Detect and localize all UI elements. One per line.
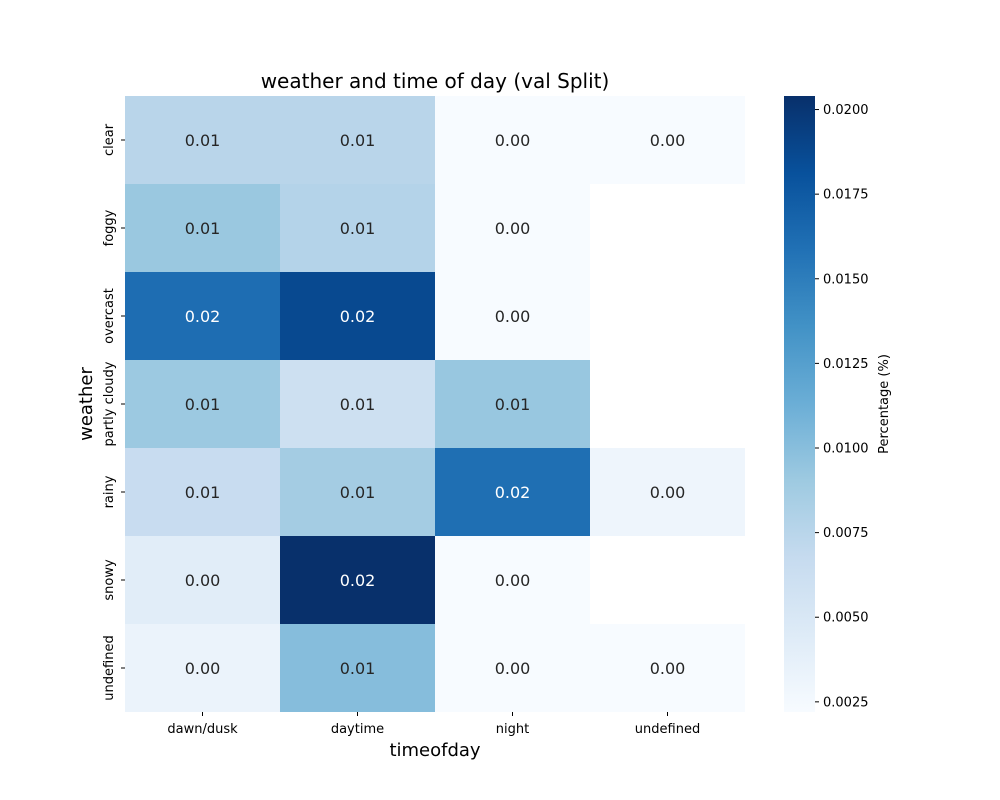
heatmap-cell [280, 448, 435, 536]
cell-value-label: 0.01 [340, 483, 376, 502]
heatmap-cell [280, 536, 435, 624]
y-tick-label: foggy [102, 209, 117, 246]
heatmap-cells: 0.01 0.01 0.00 0.00 0.01 0.01 0.00 0.02 0.02 0.00… [125, 96, 745, 712]
cell-value-label: 0.02 [340, 571, 376, 590]
heatmap-cell [125, 184, 280, 272]
cell-value-label: 0.00 [650, 131, 686, 150]
cell-value-label: 0.01 [185, 219, 221, 238]
heatmap-cell [280, 360, 435, 448]
heatmap-cell [125, 96, 280, 184]
cell-value-label: 0.02 [495, 483, 531, 502]
heatmap-cell [125, 272, 280, 360]
y-tick-label: snowy [102, 559, 117, 601]
cell-value-label: 0.00 [495, 307, 531, 326]
y-tick-label: undefined [102, 635, 117, 700]
x-tick-label: daytime [331, 722, 384, 737]
y-tick-label: clear [102, 123, 117, 156]
cell-value-label: 0.01 [340, 659, 376, 678]
cell-value-label: 0.00 [650, 659, 686, 678]
heatmap-cell [280, 624, 435, 712]
cell-value-label: 0.01 [185, 131, 221, 150]
heatmap-cell [435, 448, 590, 536]
colorbar-tick-label: 0.0175 [823, 188, 869, 203]
y-axis-title: weather [76, 367, 97, 441]
cell-value-label: 0.00 [650, 483, 686, 502]
colorbar-tick-label: 0.0200 [823, 103, 869, 118]
cell-value-label: 0.00 [495, 571, 531, 590]
cell-value-label: 0.01 [340, 395, 376, 414]
heatmap-cell [280, 272, 435, 360]
heatmap-cell [125, 624, 280, 712]
y-axis-ticks: clear foggy overcast partly cloudy rainy snow… [102, 123, 125, 701]
y-tick-label: overcast [102, 288, 117, 344]
heatmap-cell [280, 96, 435, 184]
heatmap-cell [435, 624, 590, 712]
cell-value-label: 0.01 [185, 395, 221, 414]
colorbar-ticks: 0.0025 0.0050 0.0075 0.0100 0.0125 0.0150 0.01… [815, 103, 869, 710]
heatmap-cell [590, 448, 745, 536]
heatmap-cell [125, 360, 280, 448]
x-axis-ticks: dawn/dusk daytime night undefined [167, 712, 700, 737]
cell-value-label: 0.01 [340, 131, 376, 150]
heatmap-cell [435, 272, 590, 360]
colorbar-tick-label: 0.0025 [823, 695, 869, 710]
cell-value-label: 0.00 [185, 571, 221, 590]
cell-value-label: 0.00 [185, 659, 221, 678]
colorbar-tick-label: 0.0050 [823, 611, 869, 626]
cell-value-label: 0.01 [495, 395, 531, 414]
heatmap-cell [590, 96, 745, 184]
y-tick-label: rainy [102, 475, 117, 508]
cell-value-label: 0.01 [340, 219, 376, 238]
x-tick-label: dawn/dusk [167, 722, 238, 737]
heatmap-cell [280, 184, 435, 272]
x-axis-title: timeofday [389, 740, 480, 761]
colorbar-tick-label: 0.0075 [823, 526, 869, 541]
colorbar [784, 96, 815, 712]
heatmap-cell [435, 96, 590, 184]
heatmap-cell [435, 536, 590, 624]
colorbar-label: Percentage (%) [877, 354, 892, 454]
colorbar-tick-label: 0.0100 [823, 442, 869, 457]
y-tick-label: partly cloudy [102, 361, 117, 446]
cell-value-label: 0.02 [340, 307, 376, 326]
chart-title: weather and time of day (val Split) [261, 69, 610, 93]
heatmap-cell [125, 448, 280, 536]
x-tick-label: undefined [635, 722, 700, 737]
cell-value-label: 0.00 [495, 659, 531, 678]
heatmap-cell [435, 184, 590, 272]
colorbar-tick-label: 0.0125 [823, 357, 869, 372]
heatmap-cell [125, 536, 280, 624]
cell-value-label: 0.00 [495, 219, 531, 238]
cell-value-label: 0.01 [185, 483, 221, 502]
cell-value-label: 0.02 [185, 307, 221, 326]
x-tick-label: night [496, 722, 529, 737]
colorbar-tick-label: 0.0150 [823, 272, 869, 287]
heatmap-cell [435, 360, 590, 448]
cell-value-label: 0.00 [495, 131, 531, 150]
heatmap-cell [590, 624, 745, 712]
